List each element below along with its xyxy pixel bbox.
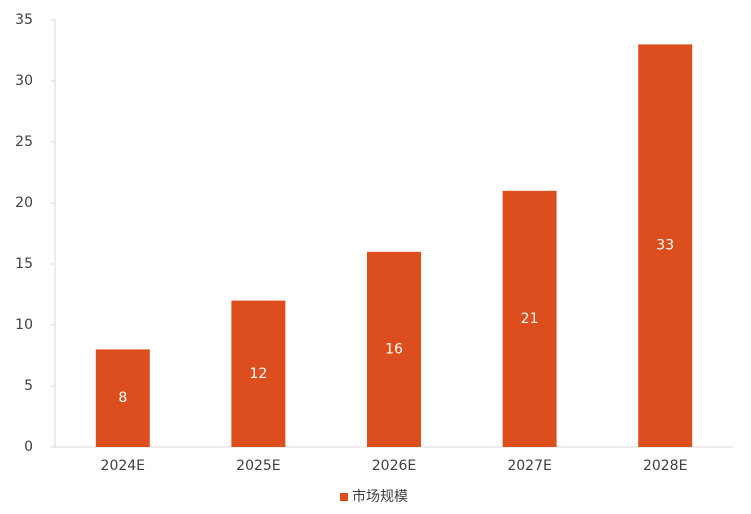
y-tick-label: 5: [24, 378, 33, 394]
y-tick-label: 10: [15, 317, 33, 333]
data-label: 12: [249, 366, 267, 382]
bar: [367, 251, 421, 447]
data-label: 33: [656, 238, 674, 254]
bar: [231, 300, 286, 447]
y-tick-label: 0: [24, 439, 33, 455]
x-tick-label: 2024E: [101, 458, 145, 474]
x-tick-label: 2027E: [507, 458, 551, 474]
legend-swatch: [340, 493, 348, 501]
bar: [638, 44, 693, 448]
x-tick-label: 2028E: [643, 458, 687, 474]
y-tick-label: 30: [15, 73, 33, 89]
y-tick-label: 15: [15, 256, 33, 272]
data-label: 16: [385, 341, 403, 357]
legend-label: 市场规模: [352, 488, 408, 505]
y-tick-label: 35: [15, 12, 33, 28]
bar: [95, 349, 150, 447]
data-label: 8: [118, 390, 127, 406]
bar: [502, 190, 557, 448]
y-tick-label: 20: [15, 195, 33, 211]
y-tick-label: 25: [15, 134, 33, 150]
x-tick-label: 2026E: [372, 458, 416, 474]
x-tick-label: 2025E: [236, 458, 280, 474]
data-label: 21: [521, 311, 539, 327]
